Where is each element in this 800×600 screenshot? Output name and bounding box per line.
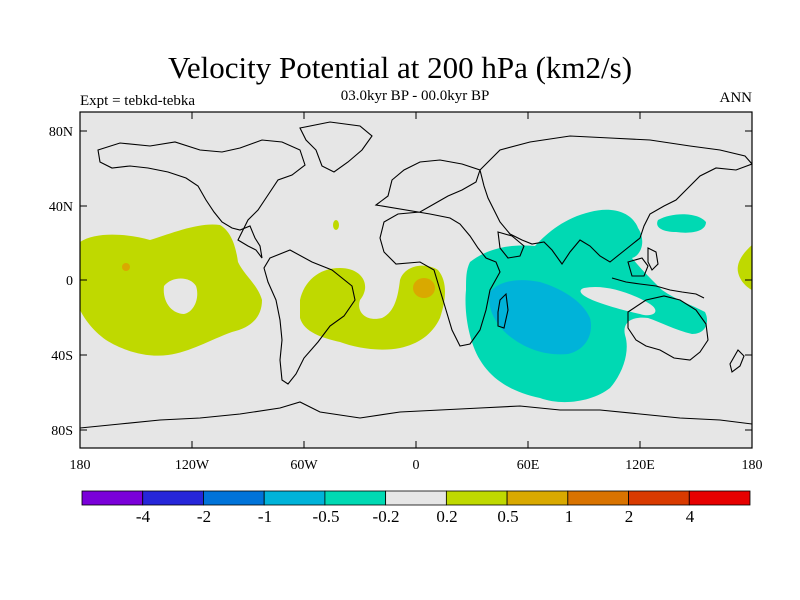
colorbar-box [567, 490, 629, 506]
atlantic-positive-region [300, 265, 445, 350]
australia-coast [627, 295, 709, 361]
west-pacific-negative-lobe [657, 214, 706, 233]
lon-tick-label: 120W [175, 458, 210, 473]
chart-title: Velocity Potential at 200 hPa (km2/s) [167, 50, 633, 85]
lon-tick-label: 60E [517, 458, 540, 473]
lat-tick-label: 80S [51, 424, 73, 439]
new-zealand-coast [729, 349, 745, 373]
contour-field [80, 121, 752, 429]
colorbar-label: -1 [258, 507, 272, 526]
colorbar-box [324, 490, 387, 506]
pacific-small-max [122, 263, 130, 271]
colorbar-label: -0.5 [313, 507, 340, 526]
east-edge-positive-region [737, 245, 752, 290]
lon-tick-label: 0 [413, 458, 420, 473]
indian-ocean-minimum [489, 280, 592, 355]
colorbar-labels: -4 -2 -1 -0.5 -0.2 0.2 0.5 1 2 4 [136, 507, 695, 526]
colorbar-label: 4 [686, 507, 695, 526]
lon-tick-label: 180 [70, 458, 91, 473]
indian-ocean-negative-region [465, 209, 708, 403]
colorbar-box [203, 490, 265, 506]
lon-tick-label: 180 [742, 458, 763, 473]
colorbar-box [445, 490, 508, 506]
colorbar-box [81, 490, 144, 506]
lon-tick-label: 120E [625, 458, 655, 473]
antarctica-coast [80, 401, 752, 429]
season-label: ANN [719, 90, 753, 106]
asia-coast [479, 135, 752, 265]
colorbar-box [628, 490, 690, 506]
colorbar-box [688, 490, 751, 506]
lat-tick-label: 80N [49, 125, 73, 140]
north-america-coast [97, 139, 306, 259]
colorbar-box [385, 490, 447, 506]
lon-tick-label: 60W [290, 458, 318, 473]
lat-ticks [80, 130, 752, 431]
colorbar-box [263, 490, 326, 506]
colorbar [81, 490, 751, 506]
colorbar-label: 0.5 [497, 507, 518, 526]
colorbar-box [142, 490, 204, 506]
greenland-coast [299, 121, 373, 173]
arabia-coast [497, 231, 525, 259]
experiment-label: Expt = tebkd-tebka [80, 93, 196, 109]
coastlines [80, 121, 752, 429]
pacific-positive-region [80, 224, 262, 356]
small-positive-spot [333, 220, 339, 230]
colorbar-label: 0.2 [436, 507, 457, 526]
colorbar-box [506, 490, 569, 506]
lon-ticks [79, 112, 753, 448]
europe-africa-coast [374, 159, 501, 347]
lat-tick-label: 40N [49, 200, 73, 215]
borneo-coast [627, 257, 649, 277]
colorbar-label: 2 [625, 507, 634, 526]
colorbar-label: -0.2 [373, 507, 400, 526]
colorbar-label: -2 [197, 507, 211, 526]
lat-tick-label: 40S [51, 349, 73, 364]
chart-subtitle: 03.0kyr BP - 00.0kyr BP [340, 88, 490, 104]
madagascar-coast [497, 292, 509, 329]
colorbar-label: -4 [136, 507, 151, 526]
colorbar-label: 1 [565, 507, 574, 526]
maritime-continent-coast [611, 277, 705, 299]
philippines-coast [647, 247, 659, 271]
gulf-of-guinea-max [413, 278, 435, 298]
lat-tick-label: 0 [66, 274, 73, 289]
south-america-coast [263, 249, 356, 385]
